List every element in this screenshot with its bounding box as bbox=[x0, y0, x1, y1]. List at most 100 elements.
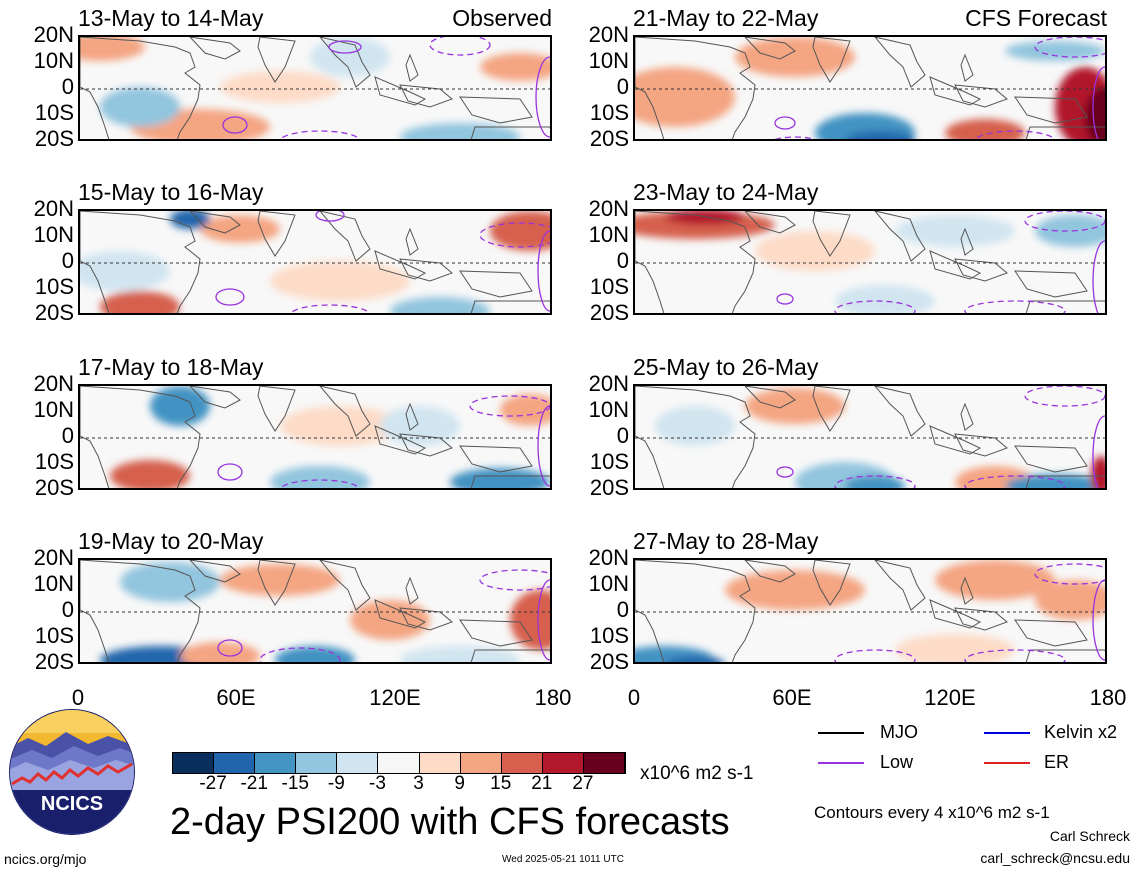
lat-label: 10S bbox=[589, 623, 629, 648]
lat-label: 20S bbox=[34, 649, 74, 674]
lon-label: 120E bbox=[369, 685, 421, 710]
coastline bbox=[812, 560, 851, 606]
anomaly-blob bbox=[390, 297, 490, 313]
anomaly-blob bbox=[170, 211, 210, 229]
contour-note: Contours every 4 x10^6 m2 s-1 bbox=[814, 803, 1050, 822]
lat-label: 10S bbox=[589, 100, 629, 125]
low-contour-dashed bbox=[774, 136, 816, 139]
lat-label: 20N bbox=[588, 196, 629, 221]
lon-label: 0 bbox=[71, 685, 85, 710]
footer-url[interactable]: ncics.org/mjo bbox=[4, 851, 87, 867]
lon-label: 60E bbox=[772, 685, 812, 710]
colorbar-units: x10^6 m2 s-1 bbox=[640, 763, 754, 784]
anomaly-blob bbox=[80, 37, 145, 61]
low-contour bbox=[537, 579, 550, 661]
lat-label: 20S bbox=[589, 126, 629, 151]
coastline bbox=[635, 211, 756, 313]
low-contour bbox=[222, 116, 248, 134]
low-contour-dashed bbox=[259, 647, 341, 662]
low-contour-dashed bbox=[964, 649, 1066, 662]
colorbar-swatch bbox=[337, 753, 379, 773]
colorbar-swatch bbox=[583, 753, 626, 773]
map-panel bbox=[633, 558, 1107, 664]
coastline bbox=[189, 37, 241, 60]
coastline bbox=[1014, 270, 1088, 298]
coastline bbox=[80, 386, 201, 488]
coastline bbox=[960, 402, 974, 431]
map-panel bbox=[78, 209, 552, 315]
colorbar-tick-label: 3 bbox=[413, 773, 424, 794]
lat-label: 20S bbox=[34, 126, 74, 151]
lat-label: 10N bbox=[588, 222, 629, 247]
panel-title: 17-May to 18-May bbox=[78, 354, 264, 380]
low-contour-dashed bbox=[834, 649, 916, 662]
anomaly-blob bbox=[895, 215, 1015, 247]
coastline bbox=[1014, 96, 1088, 124]
anomaly-blob bbox=[845, 131, 915, 139]
coastline bbox=[954, 258, 1008, 282]
low-contour bbox=[776, 466, 794, 478]
legend-kelvin-line bbox=[984, 732, 1030, 734]
colorbar-swatch bbox=[460, 753, 502, 773]
coastline bbox=[399, 84, 453, 108]
panel-tag: CFS Forecast bbox=[965, 5, 1107, 31]
panel-title: 27-May to 28-May bbox=[633, 528, 819, 554]
lat-label: 20S bbox=[589, 300, 629, 325]
colorbar-swatch bbox=[255, 753, 297, 773]
lat-label: 20S bbox=[34, 300, 74, 325]
low-contour bbox=[776, 293, 794, 305]
colorbar-swatch bbox=[173, 753, 215, 773]
lat-label: 20N bbox=[33, 196, 74, 221]
map-panel bbox=[633, 384, 1107, 490]
coastline bbox=[954, 433, 1008, 457]
anomaly-blob bbox=[110, 460, 190, 488]
map-panel bbox=[78, 35, 552, 141]
low-contour-dashed bbox=[1024, 386, 1105, 407]
lon-label: 180 bbox=[1089, 685, 1127, 710]
low-contour bbox=[217, 463, 243, 481]
anomaly-blob bbox=[100, 87, 180, 127]
anomaly-blob bbox=[490, 211, 550, 251]
coastline bbox=[189, 211, 241, 234]
coastline bbox=[960, 53, 974, 82]
panel-title: 25-May to 26-May bbox=[633, 354, 819, 380]
coastline bbox=[954, 607, 1008, 631]
coastline bbox=[399, 258, 453, 282]
coastline bbox=[257, 37, 296, 83]
lat-label: 20N bbox=[588, 545, 629, 570]
coastline bbox=[874, 560, 926, 611]
coastline bbox=[399, 607, 453, 631]
low-contour-dashed bbox=[429, 37, 491, 56]
lat-label: 20N bbox=[33, 371, 74, 396]
coastline bbox=[319, 37, 371, 88]
anomaly-blob bbox=[1091, 456, 1105, 488]
anomaly-blob bbox=[480, 53, 550, 81]
coastline bbox=[459, 96, 533, 124]
coastline bbox=[1025, 649, 1105, 662]
coastline bbox=[470, 126, 550, 139]
legend-er-line bbox=[984, 762, 1030, 764]
anomaly-blob bbox=[380, 406, 460, 446]
anomaly-blob bbox=[635, 67, 735, 127]
legend-er-label: ER bbox=[1044, 752, 1070, 772]
footer-email[interactable]: carl_schreck@ncsu.edu bbox=[980, 850, 1130, 866]
lat-label: 0 bbox=[616, 423, 629, 448]
coastline bbox=[80, 37, 201, 139]
lat-label: 10N bbox=[33, 397, 74, 422]
lon-label: 60E bbox=[216, 685, 256, 710]
colorbar-swatch bbox=[214, 753, 256, 773]
lat-label: 0 bbox=[616, 597, 629, 622]
anomaly-blob bbox=[655, 406, 735, 446]
ncics-logo: NCICS bbox=[8, 708, 136, 836]
colorbar-tick-label: -21 bbox=[240, 773, 268, 794]
low-contour-dashed bbox=[479, 222, 550, 248]
anomaly-blob bbox=[725, 570, 865, 610]
anomaly-blob bbox=[1035, 215, 1105, 247]
lat-label: 0 bbox=[61, 423, 74, 448]
anomaly-blob bbox=[80, 251, 170, 291]
coastline bbox=[874, 386, 926, 437]
map-panel bbox=[633, 209, 1107, 315]
lat-label: 0 bbox=[616, 74, 629, 99]
legend-mjo-line bbox=[818, 732, 864, 734]
lat-label: 10N bbox=[588, 397, 629, 422]
